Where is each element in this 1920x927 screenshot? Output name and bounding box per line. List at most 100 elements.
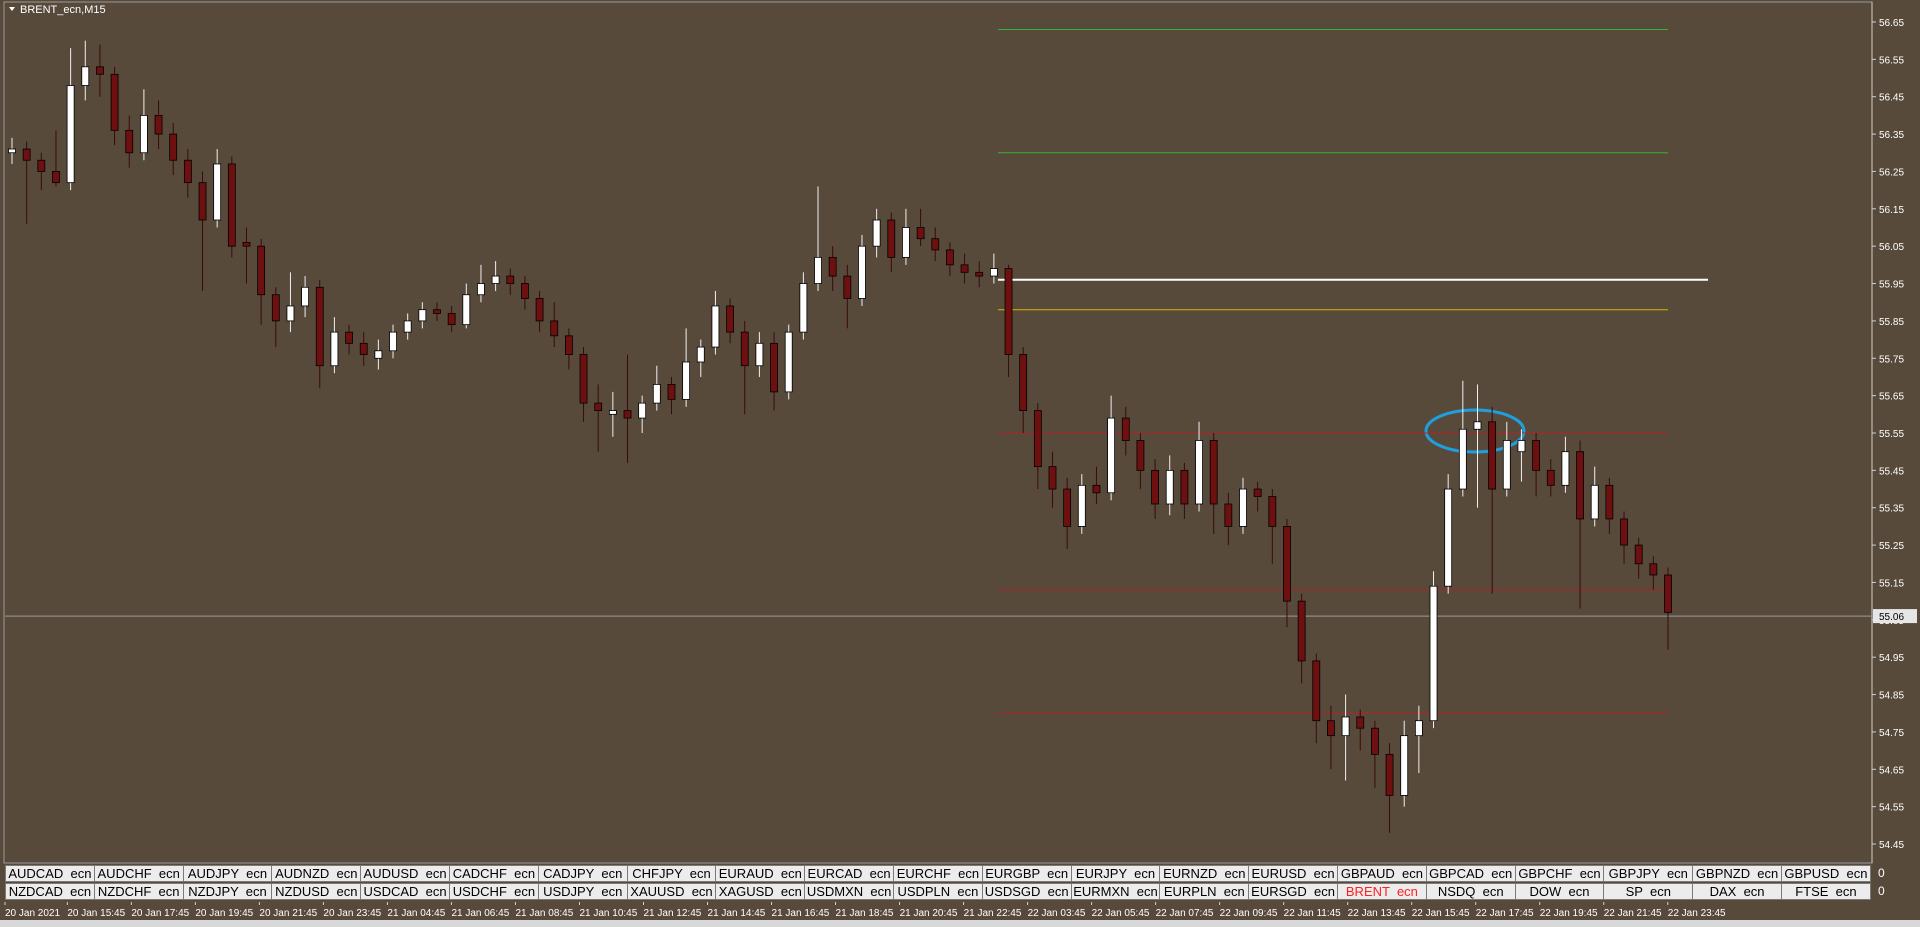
time-label: 20 Jan 15:45 (67, 908, 125, 919)
time-label: 22 Jan 19:45 (1540, 908, 1598, 919)
candle-body (946, 249, 954, 266)
symbol-tab[interactable]: NZDJPY ecn (182, 883, 273, 900)
symbol-tab[interactable]: GBPAUD ecn (1337, 864, 1427, 882)
candle-body (1561, 451, 1570, 486)
symbol-tab[interactable]: XAGUSD ecn (715, 883, 806, 900)
candle-body (1664, 574, 1672, 613)
candle-body (843, 275, 852, 299)
time-label: 22 Jan 09:45 (1220, 908, 1278, 919)
candle-body (271, 294, 280, 322)
symbol-tab[interactable]: EURSGD ecn (1248, 883, 1338, 900)
symbol-tab[interactable]: BRENT ecn (1337, 883, 1427, 900)
symbol-tab[interactable]: EURPLN ecn (1159, 883, 1250, 900)
candle-body (1195, 440, 1203, 505)
symbol-tab[interactable]: USDPLN ecn (893, 883, 983, 900)
y-tick-label: 54.45 (1879, 840, 1904, 851)
candle-body (1546, 469, 1555, 486)
candle-body (1107, 417, 1116, 494)
candle-body (1649, 563, 1658, 576)
symbol-tab[interactable]: FTSE ecn (1781, 883, 1871, 900)
current-price-box (1873, 609, 1917, 624)
symbol-tab[interactable]: EURUSD ecn (1248, 864, 1338, 882)
candle-body (564, 335, 573, 355)
symbol-tab[interactable]: USDCAD ecn (360, 883, 450, 900)
candle-body (491, 275, 500, 284)
candle-body (887, 219, 896, 258)
candle-body (1502, 440, 1511, 490)
symbol-tab[interactable]: GBPCAD ecn (1425, 864, 1516, 882)
symbol-tab[interactable]: CADJPY ecn (537, 864, 628, 882)
symbol-tab[interactable]: AUDJPY ecn (182, 864, 273, 882)
symbol-tab[interactable]: CHFJPY ecn (626, 864, 717, 882)
symbol-tab[interactable]: GBPCHF ecn (1514, 864, 1605, 882)
time-label: 22 Jan 07:45 (1156, 908, 1214, 919)
candle-body (477, 283, 485, 296)
symbol-tab[interactable]: USDJPY ecn (537, 883, 628, 900)
symbol-tab[interactable]: AUDCHF ecn (93, 864, 184, 882)
candle-body (1136, 440, 1145, 471)
time-label: 20 Jan 21:45 (259, 908, 317, 919)
symbol-tab[interactable]: EURJPY ecn (1070, 864, 1161, 882)
candle-body (1488, 421, 1497, 490)
candle-body (433, 309, 441, 314)
symbol-tab[interactable]: DOW ecn (1514, 883, 1605, 900)
candle-body (1458, 428, 1467, 490)
symbol-tab[interactable]: USDSGD ecn (981, 883, 1072, 900)
symbol-tab[interactable]: AUDNZD ecn (271, 864, 362, 882)
current-price-label: 55.06 (1879, 612, 1904, 623)
candle-body (799, 283, 808, 333)
symbol-tab[interactable]: EURAUD ecn (715, 864, 806, 882)
y-tick-label: 55.45 (1879, 466, 1904, 477)
candle-body (81, 66, 90, 86)
symbol-tab[interactable]: CADCHF ecn (449, 864, 539, 882)
candle-body (198, 182, 207, 221)
symbol-tab[interactable]: EURCAD ecn (804, 864, 894, 882)
symbol-tab[interactable]: EURCHF ecn (893, 864, 983, 882)
candle-body (696, 346, 705, 363)
candle-body (652, 384, 661, 404)
candle-body (257, 245, 266, 296)
candle-body (1414, 720, 1423, 737)
symbol-tab[interactable]: EURGBP ecn (981, 864, 1072, 882)
y-tick-label: 55.25 (1879, 541, 1904, 552)
candle-body (975, 271, 984, 277)
symbol-tab[interactable]: NSDQ ecn (1425, 883, 1516, 900)
candle-body (1590, 484, 1599, 520)
candle-body (1077, 484, 1086, 527)
symbol-tab[interactable]: NZDCAD ecn (5, 883, 95, 900)
y-tick-label: 55.75 (1879, 354, 1904, 365)
y-tick-label: 55.15 (1879, 578, 1904, 589)
candle-body (740, 331, 749, 367)
candle-body (1327, 720, 1335, 737)
symbol-tab[interactable]: AUDUSD ecn (360, 864, 450, 882)
candle-body (1429, 585, 1438, 722)
symbol-tab[interactable]: EURMXN ecn (1070, 883, 1161, 900)
tab-row-marker: 0 (1878, 865, 1885, 880)
symbol-tab[interactable]: USDMXN ecn (804, 883, 894, 900)
candle-body (418, 309, 427, 322)
symbol-tab[interactable]: NZDUSD ecn (271, 883, 362, 900)
symbol-tab[interactable]: GBPNZD ecn (1692, 864, 1782, 882)
symbol-tab[interactable]: GBPUSD ecn (1781, 864, 1871, 882)
candle-body (1634, 544, 1643, 565)
symbol-tab[interactable]: EURNZD ecn (1159, 864, 1250, 882)
symbol-tab[interactable]: SP ecn (1603, 883, 1694, 900)
symbol-tab[interactable]: DAX ecn (1692, 883, 1782, 900)
candle-body (1341, 716, 1350, 737)
candle-body (37, 159, 46, 172)
symbol-tab[interactable]: USDCHF ecn (449, 883, 539, 900)
candle-body (359, 342, 368, 355)
symbol-tab[interactable]: XAUUSD ecn (626, 883, 717, 900)
time-label: 22 Jan 15:45 (1412, 908, 1470, 919)
symbol-tab[interactable]: AUDCAD ecn (5, 864, 95, 882)
candle-body (1224, 503, 1233, 527)
symbol-tab[interactable]: NZDCHF ecn (93, 883, 184, 900)
time-label: 22 Jan 13:45 (1348, 908, 1406, 919)
time-label: 22 Jan 23:45 (1668, 908, 1726, 919)
time-label: 21 Jan 14:45 (708, 908, 766, 919)
candle-body (462, 294, 471, 326)
y-tick-label: 54.95 (1879, 653, 1904, 664)
candle-body (623, 410, 632, 419)
symbol-tab[interactable]: GBPJPY ecn (1603, 864, 1694, 882)
window-menu-arrow[interactable] (9, 7, 15, 11)
